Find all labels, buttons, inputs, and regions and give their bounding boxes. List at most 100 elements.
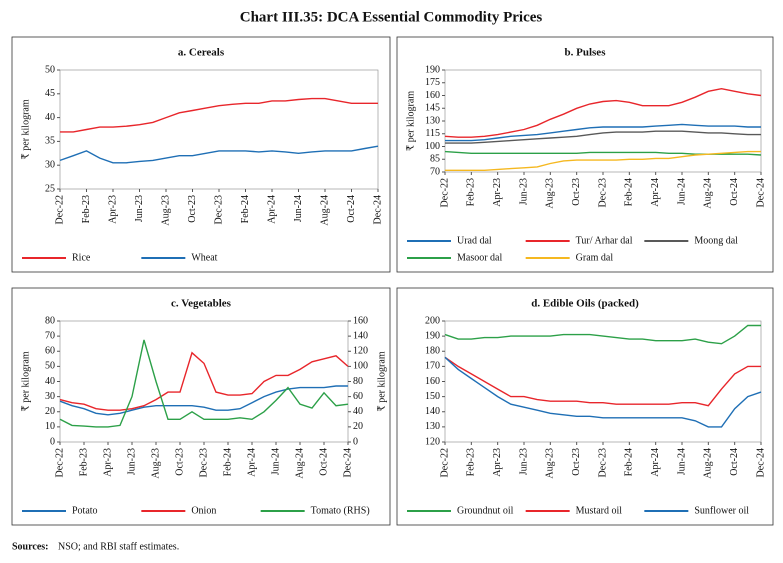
x-tick-label: Aug-24: [294, 448, 305, 479]
x-tick-label: Apr-23: [492, 448, 503, 477]
x-tick-label: Dec-23: [597, 178, 608, 207]
x-tick-label: Aug-24: [319, 195, 330, 226]
x-tick-label: Apr-23: [102, 448, 113, 477]
x-tick-label: Oct-23: [571, 178, 582, 206]
x-tick-label: Dec-23: [213, 195, 224, 224]
x-tick-label: Aug-24: [703, 448, 714, 479]
x-tick-label: Feb-24: [222, 448, 233, 476]
x-tick-label: Jun-23: [518, 448, 529, 475]
series-line: [59, 385, 348, 416]
x-tick-label: Apr-24: [650, 448, 661, 477]
x-tick-label: Dec-24: [755, 448, 766, 477]
legend-label: Tur/ Arhar dal: [576, 235, 633, 246]
series-line: [444, 324, 761, 345]
panel-border: [11, 36, 391, 273]
y2-axis-label: ₹ per kilogram: [376, 351, 387, 411]
x-tick-label: Aug-23: [545, 178, 556, 209]
panel-title: a. Cereals: [178, 47, 225, 59]
legend-label: Onion: [191, 505, 216, 516]
x-tick-label: Jun-23: [126, 448, 137, 475]
y2-tick-label: 140: [353, 330, 368, 341]
panel-title: b. Pulses: [565, 47, 607, 59]
y-tick-label: 35: [45, 136, 55, 147]
x-tick-label: Dec-23: [597, 448, 608, 477]
series-line: [59, 339, 349, 428]
y-tick-label: 175: [425, 77, 440, 88]
y2-tick-label: 0: [353, 436, 358, 447]
y2-tick-label: 120: [353, 346, 368, 357]
x-tick-label: Oct-24: [318, 448, 329, 476]
panel-border: [11, 287, 391, 526]
x-tick-label: Jun-23: [134, 195, 145, 222]
y-tick-label: 80: [45, 315, 55, 326]
x-tick-label: Dec-22: [439, 448, 450, 477]
y-tick-label: 160: [425, 90, 440, 101]
y-tick-label: 120: [425, 436, 440, 447]
legend-label: Potato: [72, 505, 98, 516]
x-tick-label: Oct-23: [571, 448, 582, 476]
series-line: [59, 351, 349, 411]
x-tick-label: Oct-24: [346, 195, 357, 223]
legend-label: Rice: [72, 252, 91, 263]
x-tick-label: Feb-23: [466, 178, 477, 206]
legend-label: Mustard oil: [576, 505, 623, 516]
source: NSO; and RBI staff estimates.: [58, 541, 179, 552]
y-tick-label: 70: [430, 166, 440, 177]
y2-tick-label: 160: [353, 315, 368, 326]
legend-label: Urad dal: [457, 235, 492, 246]
x-tick-label: Dec-22: [439, 178, 450, 207]
panel-border: [396, 36, 774, 273]
x-tick-label: Dec-22: [54, 448, 65, 477]
x-tick-label: Feb-23: [81, 195, 92, 223]
y-tick-label: 100: [425, 141, 440, 152]
y-tick-label: 45: [45, 88, 55, 99]
y-tick-label: 10: [45, 421, 55, 432]
y2-tick-label: 20: [353, 421, 363, 432]
x-tick-label: Apr-24: [246, 448, 257, 477]
y-axis-label: ₹ per kilogram: [405, 91, 416, 151]
x-tick-label: Dec-23: [198, 448, 209, 477]
y2-tick-label: 60: [353, 391, 363, 402]
x-tick-label: Apr-24: [266, 195, 277, 224]
y-tick-label: 160: [425, 376, 440, 387]
y-tick-label: 130: [425, 115, 440, 126]
y-axis-label: ₹ per kilogram: [20, 99, 31, 159]
y-tick-label: 50: [45, 361, 55, 372]
x-tick-label: Aug-23: [545, 448, 556, 479]
panel-border: [396, 287, 774, 526]
series-line: [59, 145, 379, 164]
series-line: [444, 356, 762, 428]
y-tick-label: 25: [45, 183, 55, 194]
y-tick-label: 145: [425, 103, 440, 114]
x-tick-label: Oct-23: [174, 448, 185, 476]
y-tick-label: 0: [50, 436, 55, 447]
x-tick-label: Apr-24: [650, 178, 661, 207]
y-tick-label: 20: [45, 406, 55, 417]
series-line: [445, 123, 761, 142]
series-line: [445, 150, 761, 171]
y-tick-label: 140: [425, 406, 440, 417]
x-tick-label: Feb-23: [466, 448, 477, 476]
x-tick-label: Oct-23: [187, 195, 198, 223]
panel-title: d. Edible Oils (packed): [531, 298, 639, 310]
series-line: [445, 130, 761, 144]
y-tick-label: 85: [430, 154, 440, 165]
x-tick-label: Apr-23: [492, 178, 503, 207]
x-tick-label: Aug-23: [160, 195, 171, 226]
y-tick-label: 190: [425, 330, 440, 341]
y-tick-label: 200: [425, 315, 440, 326]
legend-label: Sunflower oil: [694, 505, 749, 516]
panel-title: c. Vegetables: [171, 298, 232, 310]
y-tick-label: 30: [45, 391, 55, 402]
series-line: [60, 97, 378, 133]
x-tick-label: Dec-24: [342, 448, 353, 477]
legend-label: Masoor dal: [457, 252, 502, 263]
x-tick-label: Jun-24: [676, 178, 687, 205]
series-line: [444, 87, 762, 138]
x-tick-label: Jun-23: [518, 178, 529, 205]
y-tick-label: 50: [45, 64, 55, 75]
y-tick-label: 170: [425, 361, 440, 372]
y-axis-label: ₹ per kilogram: [20, 351, 31, 411]
page-title: Chart III.35: DCA Essential Commodity Pr…: [240, 9, 543, 25]
